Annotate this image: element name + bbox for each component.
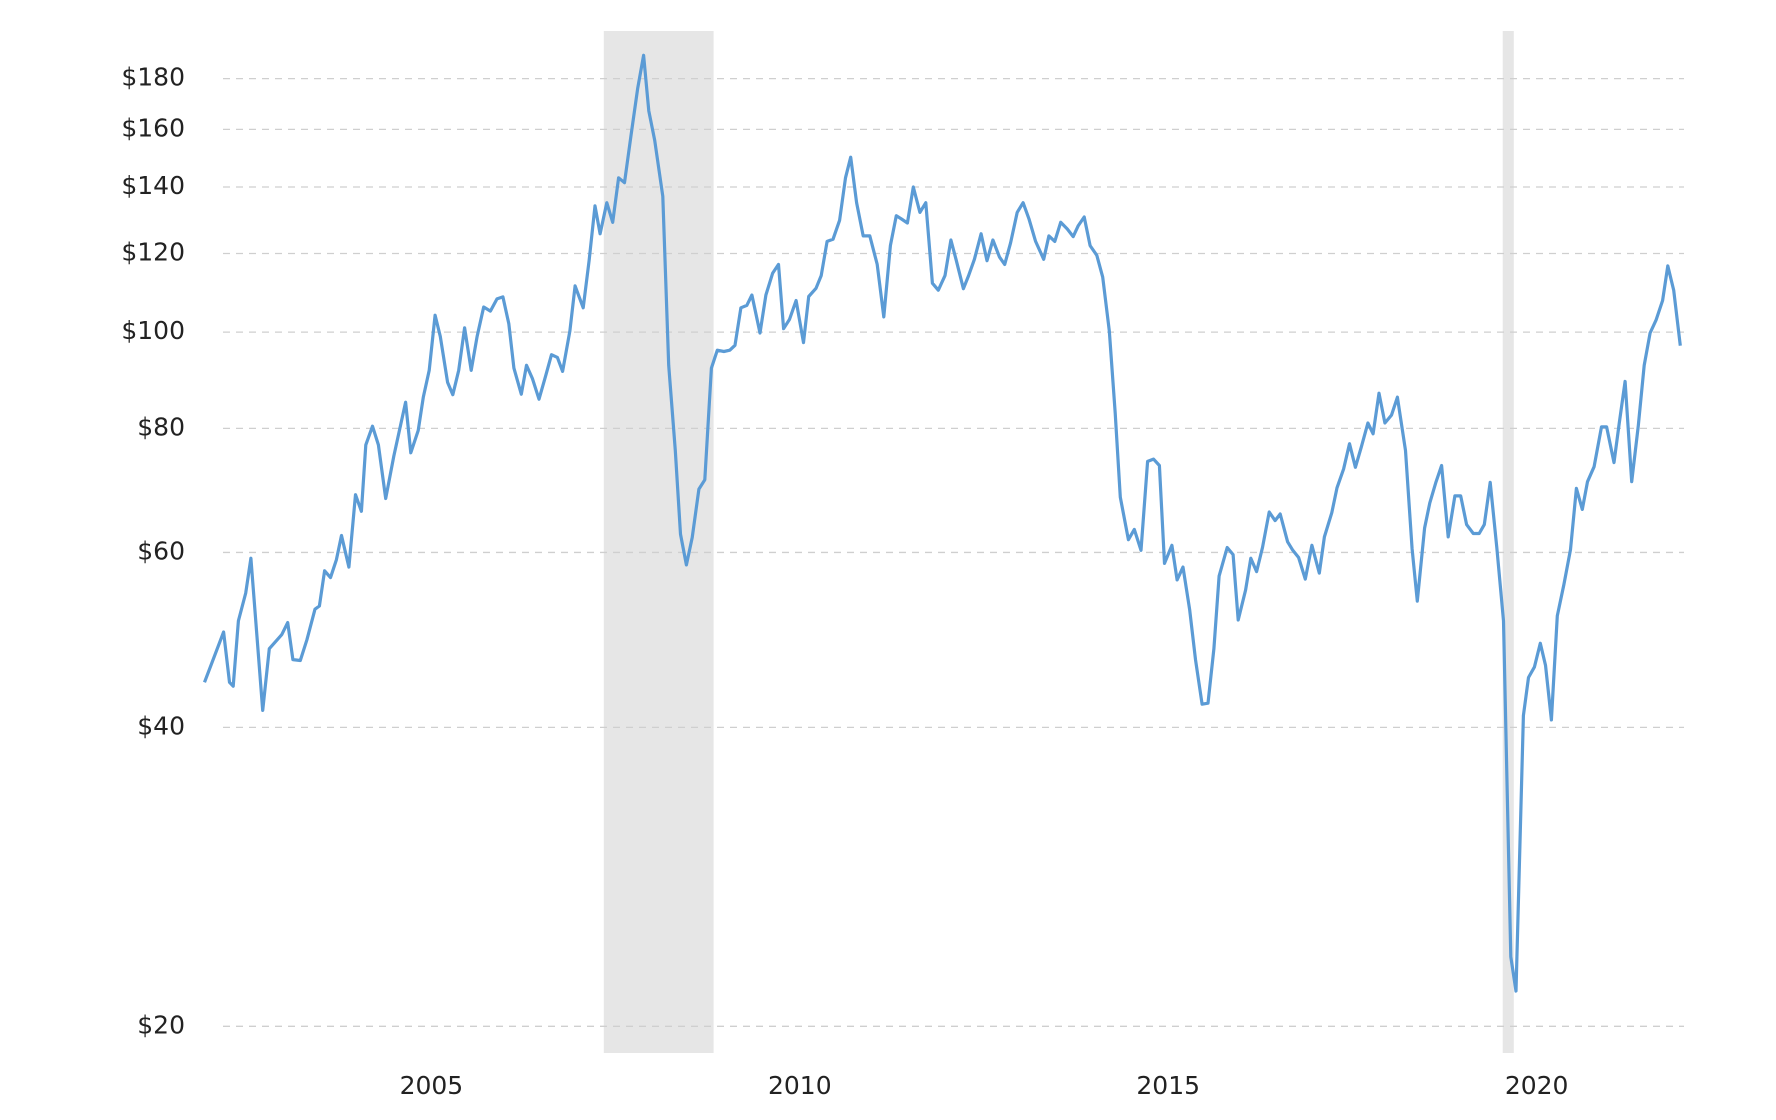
y-tick-label: $60 [137,536,185,565]
x-tick-label: 2020 [1505,1071,1569,1100]
y-tick-label: $80 [137,412,185,441]
y-tick-label: $120 [121,237,185,266]
recession-band [1502,31,1514,1053]
x-tick-label: 2015 [1136,1071,1200,1100]
y-tick-label: $40 [137,711,185,740]
recession-band [603,31,714,1053]
y-tick-label: $140 [121,171,185,200]
price-line [203,53,1682,993]
x-tick-label: 2010 [768,1071,832,1100]
y-tick-label: $20 [137,1010,185,1039]
y-tick-label: $160 [121,113,185,142]
y-tick-label: $180 [121,63,185,92]
y-tick-label: $100 [121,316,185,345]
x-tick-label: 2005 [400,1071,464,1100]
